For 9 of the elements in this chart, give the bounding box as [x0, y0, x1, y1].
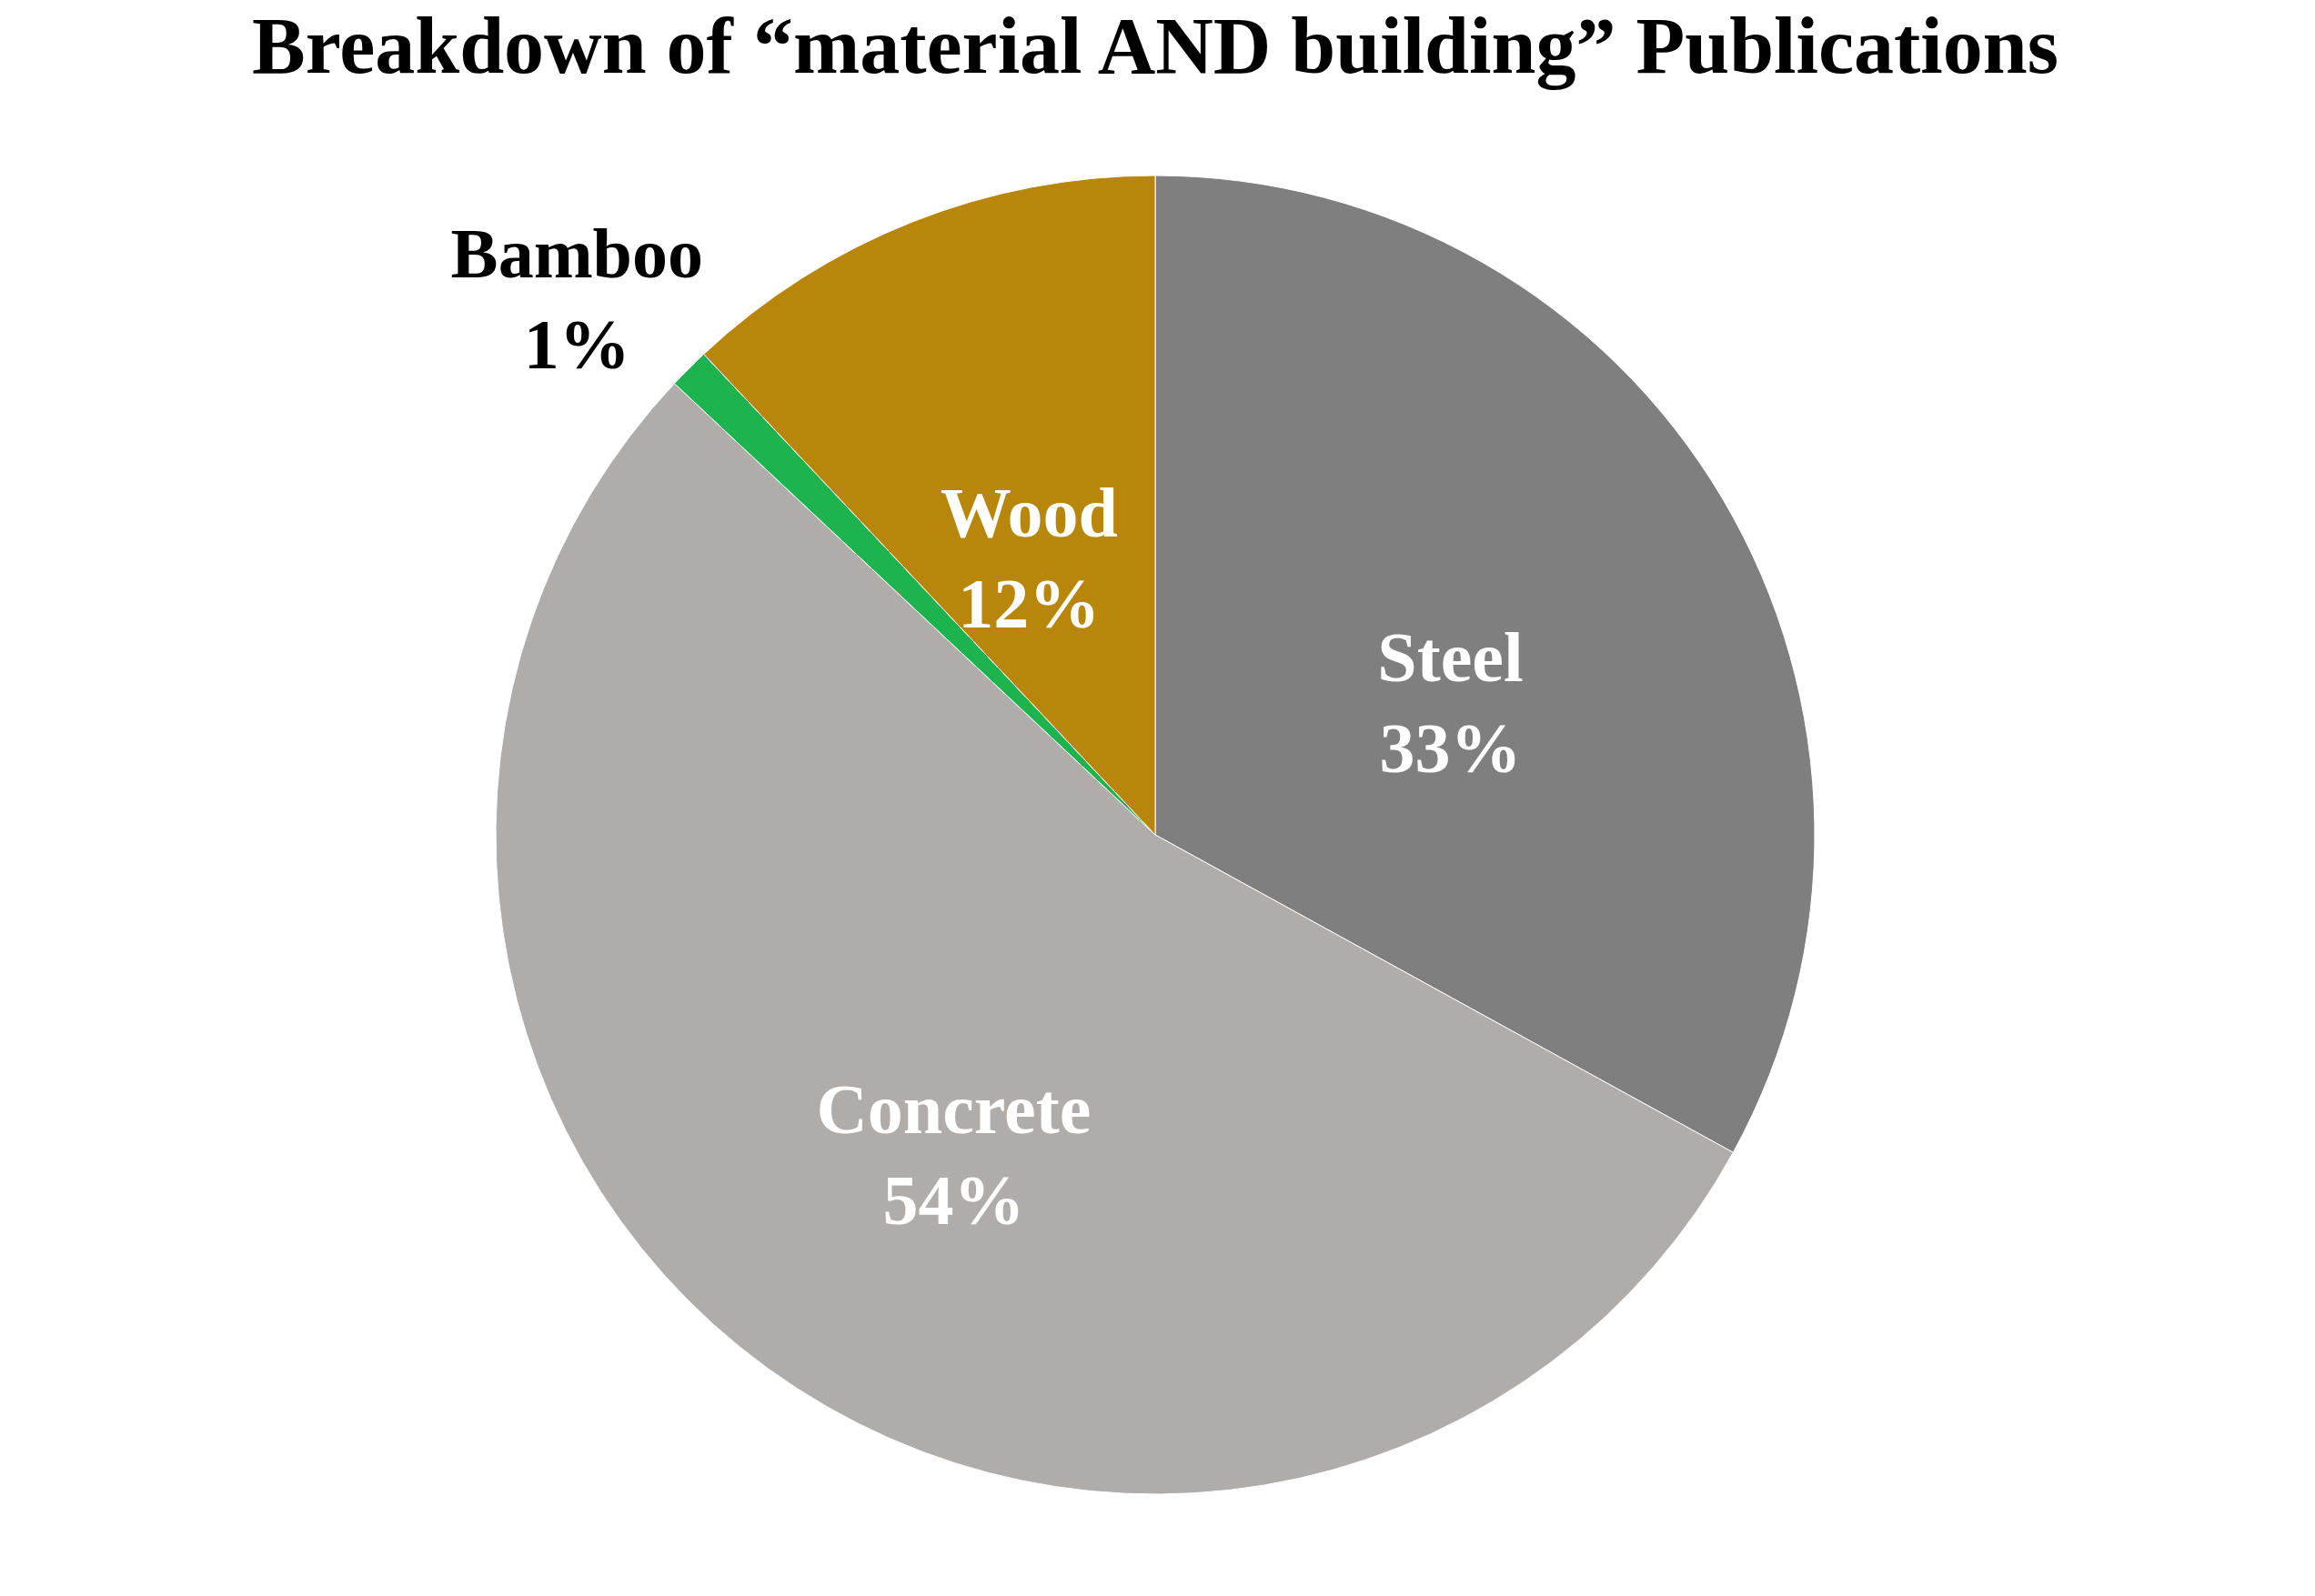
slice-label: Concrete [816, 1069, 1092, 1149]
slice-label: Bamboo [450, 214, 704, 294]
data-label: 54% [882, 1160, 1025, 1240]
slice-label: Steel [1377, 617, 1524, 698]
data-label: 1% [523, 305, 630, 385]
slice-label: Wood [940, 473, 1118, 553]
data-label: 33% [1379, 708, 1522, 788]
chart-title: Breakdown of “material AND building” Publications [252, 2, 2058, 90]
data-label: 12% [958, 564, 1101, 644]
